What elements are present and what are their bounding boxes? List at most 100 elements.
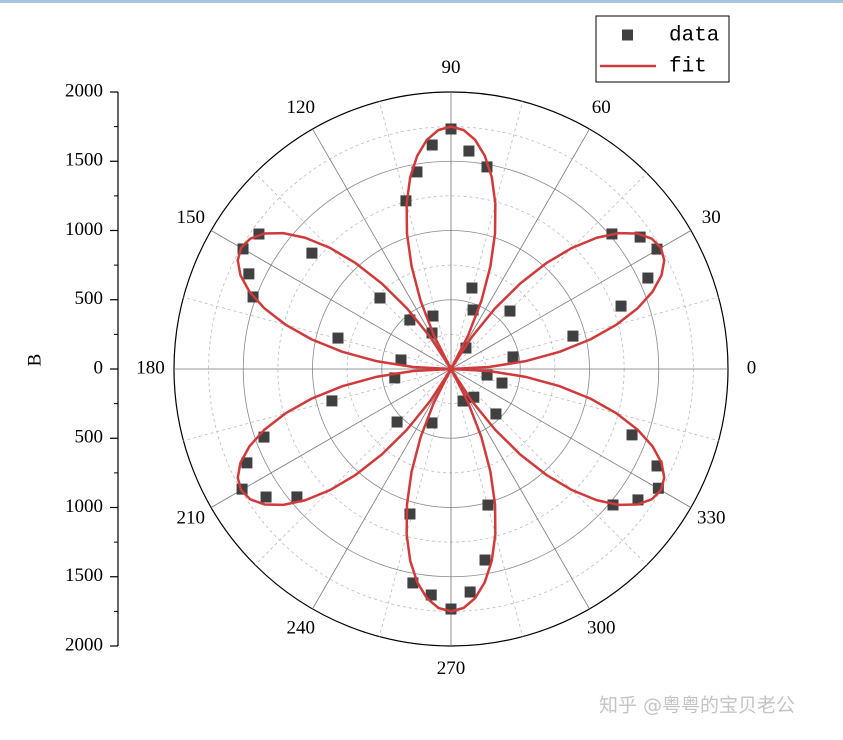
theta-tick-label: 330 — [697, 508, 726, 529]
spoke — [450, 368, 692, 508]
data-point — [607, 499, 619, 511]
data-point — [291, 491, 303, 503]
y-tick-label: 2000 — [65, 80, 103, 101]
theta-tick-label: 120 — [286, 97, 315, 118]
y-tick-label: 1000 — [65, 219, 103, 240]
spoke — [210, 368, 452, 508]
data-point — [426, 139, 438, 151]
data-point — [567, 330, 579, 342]
data-point — [615, 300, 627, 312]
window-edge — [0, 0, 843, 3]
y-tick-label: 2000 — [65, 634, 103, 655]
data-point — [632, 494, 644, 506]
theta-tick-label: 60 — [592, 97, 611, 118]
minor-spoke — [450, 368, 719, 442]
data-point — [332, 332, 344, 344]
data-point — [326, 395, 338, 407]
data-point — [464, 586, 476, 598]
theta-tick-label: 0 — [747, 357, 757, 378]
minor-spoke — [450, 101, 524, 370]
data-point — [468, 391, 480, 403]
data-point — [374, 292, 386, 304]
minor-spoke — [450, 296, 719, 370]
minor-spoke — [450, 368, 648, 566]
watermark: 知乎 @粤粤的宝贝老公 — [599, 695, 795, 717]
data-point — [490, 408, 502, 420]
fit-line — [236, 125, 666, 613]
data-point — [253, 228, 265, 240]
data-point — [481, 161, 493, 173]
data-point — [482, 499, 494, 511]
theta-tick-label: 180 — [136, 357, 165, 378]
plot — [236, 123, 666, 615]
data-point — [651, 243, 663, 255]
minor-spoke — [254, 368, 452, 566]
data-point — [479, 554, 491, 566]
theta-tick-label: 300 — [587, 618, 616, 639]
y-tick-label: 1000 — [65, 496, 103, 517]
y-tick-label: 500 — [75, 427, 104, 448]
data-point — [481, 369, 493, 381]
minor-spoke — [450, 172, 648, 370]
data-point — [467, 304, 479, 316]
theta-tick-label: 90 — [442, 57, 461, 78]
data-point — [504, 305, 516, 317]
data-point — [642, 272, 654, 284]
data-point — [496, 377, 508, 389]
theta-tick-label: 270 — [437, 658, 466, 679]
data-point — [457, 395, 469, 407]
spoke — [450, 230, 692, 370]
data-point — [425, 589, 437, 601]
legend-label: fit — [669, 56, 707, 79]
y-tick-label: 1500 — [65, 150, 103, 171]
data-point — [445, 603, 457, 615]
y-tick-label: 0 — [94, 357, 104, 378]
minor-spoke — [378, 101, 452, 370]
data-point — [427, 310, 439, 322]
y-tick-label: 1500 — [65, 565, 103, 586]
spoke — [450, 128, 590, 370]
data-point — [634, 231, 646, 243]
grid — [173, 91, 729, 647]
data-point — [306, 247, 318, 259]
legend: data fit — [595, 15, 730, 83]
data-point — [466, 282, 478, 294]
data-point — [241, 457, 253, 469]
data-point — [407, 577, 419, 589]
data-point — [389, 372, 401, 384]
data-point — [237, 243, 249, 255]
data-point — [426, 417, 438, 429]
minor-spoke — [378, 368, 452, 637]
theta-tick-label: 240 — [286, 618, 315, 639]
data-point — [404, 508, 416, 520]
data-point — [651, 460, 663, 472]
data-point — [626, 429, 638, 441]
theta-tick-label: 150 — [176, 207, 205, 228]
data-point — [463, 145, 475, 157]
minor-spoke — [254, 172, 452, 370]
data-point — [260, 491, 272, 503]
spoke — [210, 230, 452, 370]
data-point — [395, 354, 407, 366]
data-point — [258, 431, 270, 443]
data-point — [445, 123, 457, 135]
data-point — [507, 351, 519, 363]
spoke — [450, 368, 590, 610]
theta-tick-label: 30 — [702, 207, 721, 228]
data-point — [404, 314, 416, 326]
y-tick-label: 500 — [75, 288, 104, 309]
spoke — [312, 368, 452, 610]
legend-label: data — [669, 25, 719, 48]
legend-marker — [622, 29, 633, 41]
minor-spoke — [183, 368, 452, 442]
theta-tick-label: 210 — [176, 508, 205, 529]
data-point — [243, 268, 255, 280]
y-axis-label: B — [24, 354, 45, 367]
legend-box — [595, 15, 730, 83]
data-point — [411, 166, 423, 178]
minor-spoke — [183, 296, 452, 370]
data-point — [652, 482, 664, 494]
data-point — [391, 416, 403, 428]
